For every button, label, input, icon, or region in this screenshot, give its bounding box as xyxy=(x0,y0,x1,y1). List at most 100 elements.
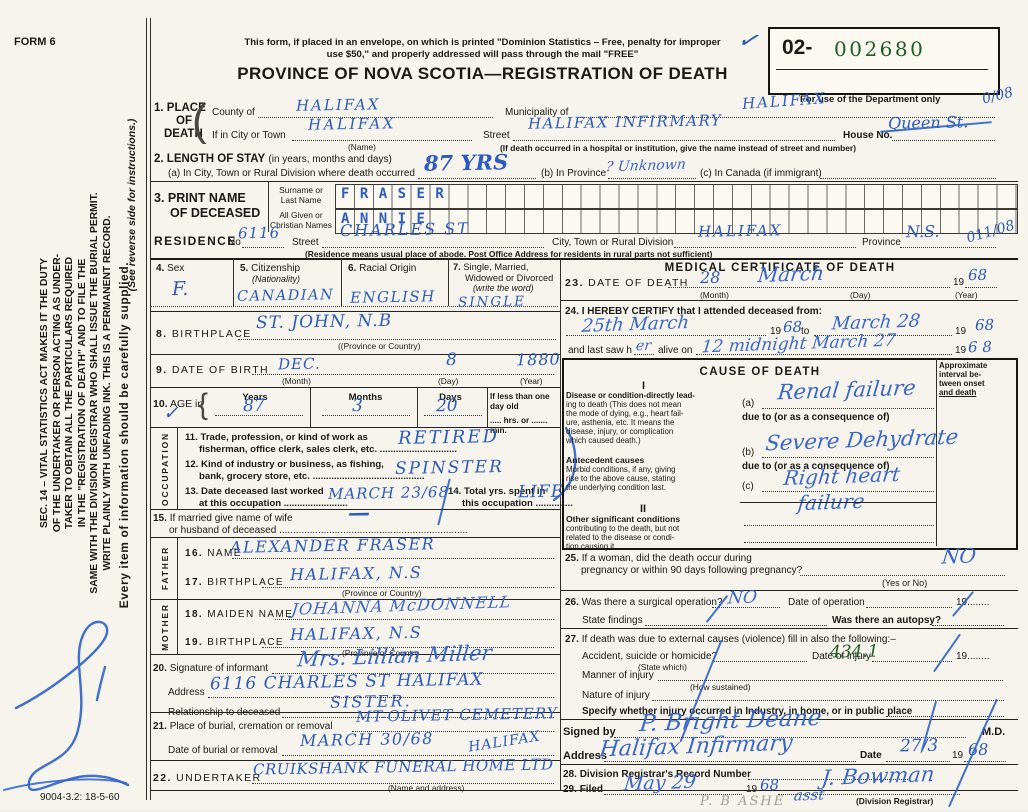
age-years-label: Years xyxy=(242,392,268,403)
section9-number: 9. xyxy=(156,364,168,376)
specify-injury-label: Specify whether injury occurred in Indus… xyxy=(582,706,913,717)
separator-line xyxy=(150,387,560,389)
external-causes-label: If death was due to external causes (vio… xyxy=(581,634,896,645)
cause-roman-one: I xyxy=(642,380,646,392)
birthplace-sublabel: ((Province or Country) xyxy=(338,341,421,351)
residence-street-label: Street xyxy=(292,237,319,248)
filed-label: Filed xyxy=(579,784,604,795)
section23-number: 23. xyxy=(565,277,584,289)
cell-divider xyxy=(233,258,235,306)
dotted-line xyxy=(258,116,493,118)
form-number-label: FORM 6 xyxy=(14,36,56,48)
stay-province-value: ? Unknown xyxy=(604,156,687,176)
dotted-line xyxy=(352,730,554,732)
cause-b-label: (b) xyxy=(742,447,755,458)
day-sublabel: (Day) xyxy=(438,376,459,386)
surname-sublabel: Surname or Last Name xyxy=(279,185,323,205)
dotted-line xyxy=(252,373,554,375)
mother-birthplace-value: HALIFAX, N.S xyxy=(289,622,423,645)
informant-address-label: Address xyxy=(168,687,205,698)
section29-number: 29. xyxy=(563,784,577,795)
section5-number: 5. xyxy=(240,263,249,274)
father-side-label: FATHER xyxy=(160,545,170,591)
father-birthplace-sublabel: (Province or Country) xyxy=(342,588,422,598)
interval-header: Approximate interval be- tween onset and… xyxy=(939,361,988,397)
filed-year-value: 68 xyxy=(759,775,780,795)
dotted-line xyxy=(322,246,544,248)
residence-no-label: No xyxy=(228,237,241,248)
dotted-line xyxy=(965,286,997,288)
attended-to-year: 68 xyxy=(974,315,995,335)
registration-number-prefix: 02- xyxy=(782,36,813,59)
section27-number: 27. xyxy=(565,634,579,645)
separator-line xyxy=(560,628,1018,630)
informant-label: Signature of informant xyxy=(169,663,269,674)
envelope-note: This form, if placed in an envelope, on … xyxy=(205,37,760,61)
cell-divider xyxy=(177,600,179,654)
section1-brace: ( xyxy=(192,96,207,145)
age-months-label: Months xyxy=(348,392,383,403)
age-brace: { xyxy=(198,388,209,421)
sex-label: Sex xyxy=(167,263,185,274)
dotted-line xyxy=(668,286,950,288)
residence-street-value: CHARLES ST xyxy=(339,218,470,241)
separator-line xyxy=(560,300,1018,302)
dotted-line xyxy=(674,246,856,248)
citizenship-value: CANADIAN xyxy=(236,287,335,305)
residence-province-value: N.S. xyxy=(905,221,940,242)
section3-number: 3. xyxy=(154,191,165,205)
separator-line xyxy=(150,509,560,511)
residence-no-value: 6116 xyxy=(237,223,281,243)
dotted-line xyxy=(262,586,554,588)
father-birthplace-value: HALIFAX, N.S xyxy=(289,562,423,585)
burial-date-value: MARCH 30/68 xyxy=(299,728,435,751)
citizenship-label: Citizenship xyxy=(251,263,301,274)
dotted-line xyxy=(282,716,554,718)
year-19: 19 xyxy=(955,326,967,337)
mother-birthplace-sublabel: (Province or Country xyxy=(342,648,419,658)
burial-date-label: Date of burial or removal xyxy=(168,745,278,756)
separator-line xyxy=(150,599,560,601)
dotted-line xyxy=(744,524,934,526)
dotted-line xyxy=(658,679,1003,681)
section6-number: 6. xyxy=(348,263,357,274)
dotted-line xyxy=(578,116,995,118)
municipality-label: Municipality of xyxy=(505,107,569,118)
section22-number: 22. xyxy=(153,772,172,784)
cell-divider xyxy=(487,388,489,427)
year-19-dots: 19........ xyxy=(956,651,990,662)
section25-label: 25. If a woman, did the death occur duri… xyxy=(565,553,803,576)
cell-divider xyxy=(417,388,419,427)
print-code: 9004-3.2: 18-5-60 xyxy=(40,792,120,803)
stay-province-label: (b) In Province xyxy=(541,168,607,179)
dotted-line xyxy=(242,246,284,248)
yes-or-no-sublabel: (Yes or No) xyxy=(882,578,928,588)
citizenship-sublabel: (Nationality) xyxy=(252,274,301,284)
pen-flourish-scribble xyxy=(3,620,130,792)
dotted-line xyxy=(292,139,472,141)
residence-city-label: City, Town or Rural Division xyxy=(552,237,674,248)
registrar-record-label: Division Registrar's Record Number xyxy=(579,769,752,780)
date-of-operation-label: Date of operation xyxy=(788,597,865,608)
separator-line xyxy=(150,654,560,656)
dotted-line xyxy=(886,760,950,762)
dotted-line xyxy=(566,334,766,336)
birthplace-value: ST. JOHN, N.B xyxy=(255,310,393,334)
less-than-day-label: If less than one day old ..... hrs. or .… xyxy=(490,392,550,435)
manner-of-injury-label: Manner of injury xyxy=(582,670,654,681)
physician-address-label: Address xyxy=(563,750,608,762)
dotted-line xyxy=(712,606,780,608)
separator-line xyxy=(150,354,560,356)
registration-number-box: 02- 002680 xyxy=(768,27,1000,95)
cause-a-label: (a) xyxy=(742,398,755,409)
registration-number: 002680 xyxy=(834,37,926,61)
dotted-line xyxy=(800,574,1005,576)
residence-note: (Residence means usual place of abode. P… xyxy=(305,249,713,259)
section15-label: 15. If married give name of wife or husb… xyxy=(153,513,469,536)
hospital-note: (If death occurred in a hospital or inst… xyxy=(500,143,856,153)
sec14-line: OF THE UNDERTAKER OR PERSON ACTING AS UN… xyxy=(51,253,63,533)
father-name-value: ALEXANDER FRASER xyxy=(229,534,436,557)
surname-value: FRASER xyxy=(341,186,455,202)
section2-label: 2. LENGTH OF STAY xyxy=(154,153,266,165)
section17-number: 17. xyxy=(185,577,204,588)
